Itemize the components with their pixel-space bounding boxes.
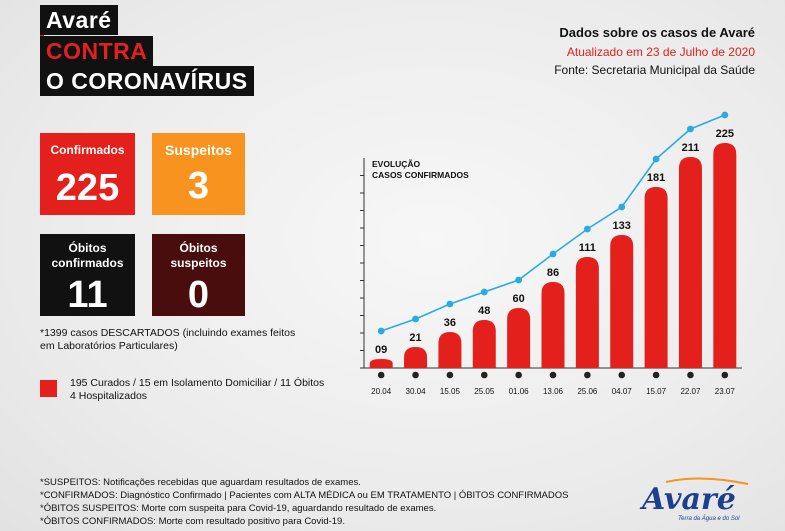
x-tick-label-01.06: 01.06 <box>509 387 530 396</box>
discarded-note-2: em Laboratórios Particulares) <box>40 340 178 352</box>
bar-15.05 <box>438 332 462 368</box>
value-label-13.06: 86 <box>547 267 559 279</box>
logo-tagline: Terra da Água e do Sol <box>678 515 740 522</box>
chart-title-line-1: EVOLUÇÃO <box>372 159 421 169</box>
trend-point-25.05 <box>480 288 488 296</box>
value-label-15.05: 36 <box>444 317 456 329</box>
base-dot-23.07 <box>721 371 729 379</box>
x-tick-label-15.05: 15.05 <box>440 387 461 396</box>
suspected-value: 3 <box>187 165 210 207</box>
value-label-22.07: 211 <box>682 142 700 154</box>
footnote-suspected: *SUSPEITOS: Notificações recebidas que a… <box>40 477 361 488</box>
suspected-label: Suspeitos <box>165 142 232 158</box>
bar-25.06 <box>575 257 599 368</box>
deaths-suspected-label-1: Óbitos <box>179 241 218 255</box>
bar-15.07 <box>644 187 668 368</box>
trend-point-15.05 <box>446 300 454 308</box>
bar-25.05 <box>472 320 496 368</box>
base-dot-15.07 <box>652 371 660 379</box>
base-dot-15.05 <box>446 371 454 379</box>
value-label-04.07: 133 <box>613 220 631 232</box>
header-updated: Atualizado em 23 de Julho de 2020 <box>566 45 755 59</box>
header-source: Fonte: Secretaria Municipal da Saúde <box>554 63 755 77</box>
trend-point-04.07 <box>618 203 626 211</box>
deaths-suspected-box: Óbitos suspeitos 0 <box>152 234 245 316</box>
x-tick-label-23.07: 23.07 <box>715 387 736 396</box>
chart-title-line-2: CASOS CONFIRMADOS <box>372 170 469 180</box>
value-label-01.06: 60 <box>513 293 525 305</box>
base-dot-13.06 <box>549 371 557 379</box>
title-line-2: CONTRA <box>40 36 154 66</box>
bar-13.06 <box>541 282 565 368</box>
value-label-15.07: 181 <box>647 172 665 184</box>
suspected-box: Suspeitos 3 <box>152 133 245 215</box>
bar-20.04 <box>369 359 393 368</box>
x-tick-label-30.04: 30.04 <box>406 387 427 396</box>
deaths-suspected-value: 0 <box>187 274 210 316</box>
trend-point-25.06 <box>583 225 591 233</box>
trend-line <box>380 114 726 332</box>
deaths-confirmed-label-1: Óbitos <box>68 241 107 255</box>
footnote-deaths-suspected: *ÓBITOS SUSPEITOS: Morte com suspeita pa… <box>40 503 437 514</box>
bar-01.06 <box>507 308 531 368</box>
confirmed-value: 225 <box>55 167 120 209</box>
value-label-25.06: 111 <box>579 242 596 254</box>
deaths-confirmed-box: Óbitos confirmados 11 <box>40 234 135 316</box>
x-tick-label-15.07: 15.07 <box>646 387 667 396</box>
legend-line-1: 195 Curados / 15 em Isolamento Domicilia… <box>70 377 325 389</box>
trend-point-23.07 <box>721 111 729 119</box>
base-dot-04.07 <box>618 371 626 379</box>
value-label-23.07: 225 <box>716 128 734 140</box>
bar-23.07 <box>713 143 737 368</box>
x-tick-label-13.06: 13.06 <box>543 387 564 396</box>
title-line-1: Avaré <box>40 5 118 35</box>
footnote-deaths-confirmed: *ÓBITOS CONFIRMADOS: Morte com resultado… <box>40 516 345 527</box>
trend-point-20.04 <box>377 327 385 335</box>
logo-wordmark: Avaré <box>639 482 736 517</box>
x-tick-label-20.04: 20.04 <box>371 387 392 396</box>
value-label-25.05: 48 <box>478 305 490 317</box>
x-tick-label-25.06: 25.06 <box>577 387 598 396</box>
base-dot-30.04 <box>412 371 419 379</box>
bar-30.04 <box>404 347 428 368</box>
trend-point-15.07 <box>652 155 660 163</box>
chart-title: EVOLUÇÃO CASOS CONFIRMADOS <box>372 159 469 181</box>
bar-04.07 <box>610 235 634 368</box>
confirmed-box: Confirmados 225 <box>40 133 135 215</box>
value-label-30.04: 21 <box>409 332 421 344</box>
legend-line-2: 4 Hospitalizados <box>70 390 148 402</box>
trend-point-13.06 <box>549 250 557 258</box>
deaths-suspected-label-2: suspeitos <box>170 256 227 270</box>
trend-point-01.06 <box>515 276 523 284</box>
x-tick-label-25.05: 25.05 <box>474 387 495 396</box>
x-tick-label-22.07: 22.07 <box>680 387 701 396</box>
legend-swatch <box>40 380 57 397</box>
avare-logo: Avaré Terra da Água e do Sol <box>636 476 764 522</box>
bar-22.07 <box>678 157 702 368</box>
header-subtitle: Dados sobre os casos de Avaré <box>559 25 755 40</box>
discarded-note-1: *1399 casos DESCARTADOS (incluindo exame… <box>40 327 296 339</box>
base-dot-25.06 <box>584 371 591 379</box>
value-label-20.04: 09 <box>375 344 387 356</box>
base-dot-01.06 <box>515 371 522 379</box>
trend-point-30.04 <box>412 315 419 323</box>
confirmed-label: Confirmados <box>50 143 125 157</box>
base-dot-25.05 <box>480 371 488 379</box>
base-dot-20.04 <box>377 371 385 379</box>
base-dot-22.07 <box>687 371 694 379</box>
deaths-confirmed-value: 11 <box>67 274 108 316</box>
deaths-confirmed-label-2: confirmados <box>51 256 124 270</box>
footnote-confirmed: *CONFIRMADOS: Diagnóstico Confirmado | P… <box>40 490 569 501</box>
trend-point-22.07 <box>687 125 694 133</box>
x-tick-label-04.07: 04.07 <box>612 387 633 396</box>
title-line-3: O CORONAVÍRUS <box>40 66 254 96</box>
